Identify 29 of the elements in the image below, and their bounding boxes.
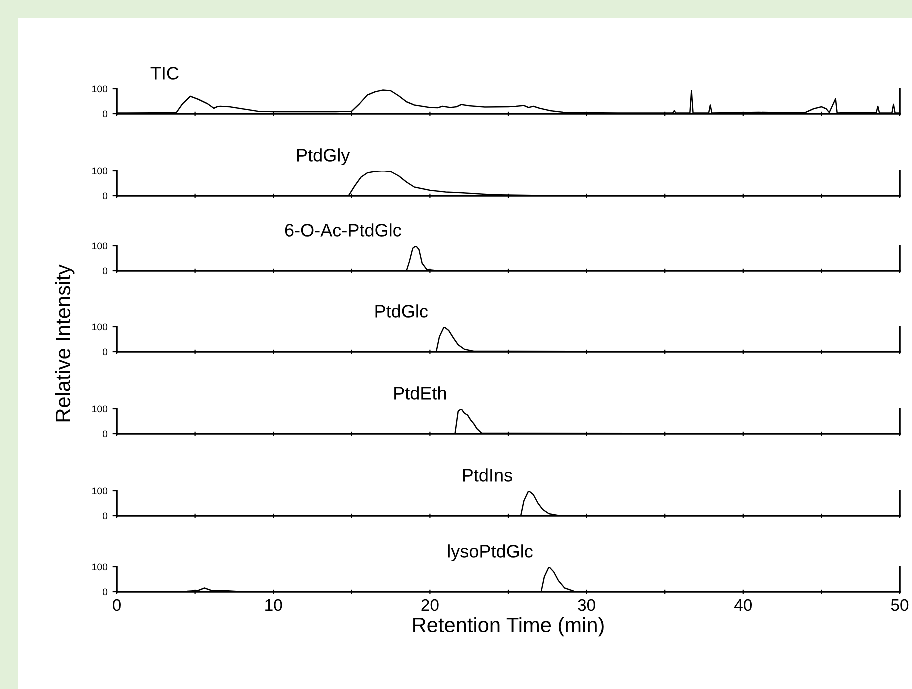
x-tick-label: 10 xyxy=(266,599,282,612)
x-tick-label: 50 xyxy=(891,599,909,612)
x-tick-label: 0 xyxy=(113,599,121,612)
y-tick-label: 0 xyxy=(102,192,108,200)
series-label: 6-O-Ac-PtdGlc xyxy=(285,224,402,237)
series-label: lysoPtdGlc xyxy=(448,544,533,562)
y-tick-label: 100 xyxy=(92,488,108,495)
x-tick-label: 40 xyxy=(734,599,752,612)
y-tick-label: 100 xyxy=(92,242,108,250)
x-tick-label: 30 xyxy=(578,599,596,612)
series-label: PtdGly xyxy=(297,148,350,166)
y-tick-label: 0 xyxy=(102,430,108,438)
y-tick-label: 0 xyxy=(102,268,108,275)
x-tick-label: 20 xyxy=(422,599,439,612)
y-axis-title: Relative Intensity xyxy=(55,264,75,422)
series-label: PtdIns xyxy=(463,468,512,482)
y-tick-label: 0 xyxy=(102,588,108,596)
y-tick-label: 0 xyxy=(102,110,108,118)
y-tick-label: 100 xyxy=(92,564,108,571)
y-tick-label: 100 xyxy=(92,406,108,413)
y-tick-label: 100 xyxy=(92,324,108,331)
series-label: PtdEth xyxy=(394,386,446,400)
y-tick-label: 100 xyxy=(92,86,108,93)
y-tick-label: 100 xyxy=(92,168,108,175)
y-tick-label: 0 xyxy=(102,348,108,356)
x-axis-title: Retention Time (min) xyxy=(414,617,604,637)
series-label: TIC xyxy=(150,67,179,80)
series-label: PtdGlc xyxy=(376,304,428,318)
y-tick-label: 0 xyxy=(102,512,108,520)
